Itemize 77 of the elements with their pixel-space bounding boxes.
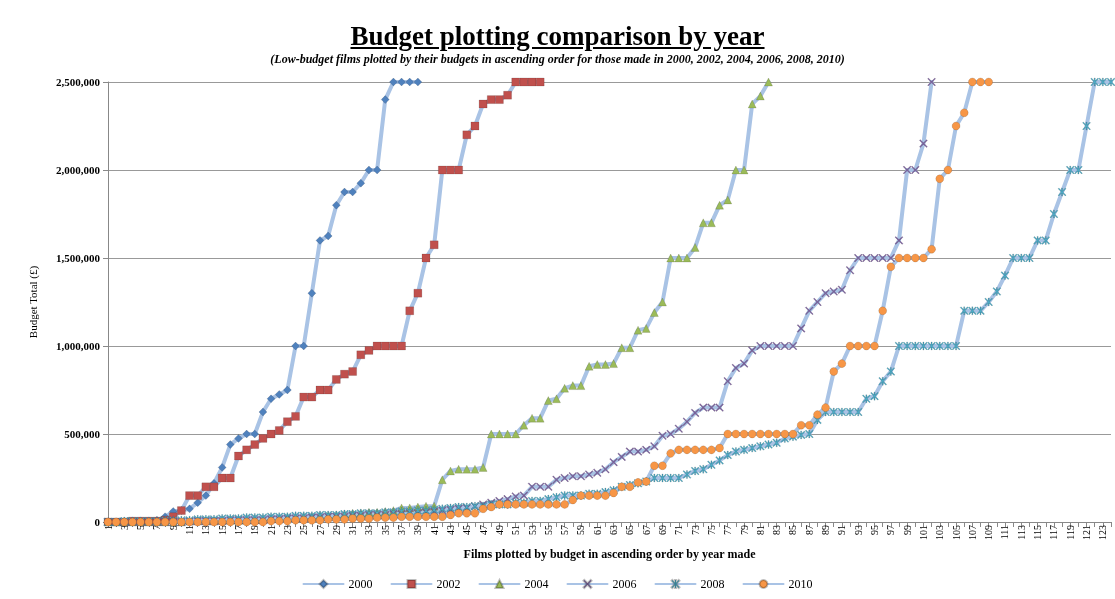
x-tick-label: 83 [771, 525, 783, 535]
x-tick-label: 1 [102, 525, 114, 530]
x-tick-label: 33 [363, 525, 375, 535]
legend-label: 2010 [788, 577, 813, 591]
chart-subtitle: (Low-budget films plotted by their budgets in ascending order for those made in 2000, 2002, 2004, 2006, 2008, 2010) [269, 52, 846, 67]
x-tick-label: 69 [657, 525, 668, 535]
legend-label: 2006 [612, 577, 637, 591]
x-tick-label: 103 [934, 525, 946, 540]
x-tick-label: 25 [298, 525, 310, 535]
x-tick-label: 111 [999, 525, 1011, 540]
x-tick-label: 61 [591, 525, 603, 535]
x-tick-label: 13 [200, 525, 212, 535]
x-tick-label: 117 [1048, 525, 1060, 540]
x-tick-label: 5 [135, 525, 147, 530]
y-tick-label: 2,500,000 [56, 76, 101, 88]
legend-label: 2004 [524, 577, 549, 591]
x-tick-label: 73 [689, 525, 701, 535]
x-tick-label: 95 [869, 525, 881, 535]
x-tick-label: 113 [1015, 525, 1027, 540]
x-tick-label: 47 [477, 525, 489, 535]
y-tick-label: 0 [94, 516, 101, 528]
x-tick-label: 31 [347, 525, 359, 535]
x-tick-label: 79 [738, 525, 750, 535]
x-tick-label: 75 [705, 525, 717, 535]
x-tick-label: 37 [396, 525, 408, 535]
x-tick-label: 57 [559, 525, 571, 535]
y-tick-label: 1,000,000 [56, 340, 101, 352]
x-tick-label: 23 [281, 525, 293, 535]
x-tick-label: 93 [852, 525, 864, 535]
x-tick-label: 115 [1032, 525, 1044, 540]
y-axis-title: Budget Total (£) [26, 265, 40, 339]
x-tick-label: 45 [461, 525, 473, 535]
x-tick-label: 53 [526, 525, 538, 535]
x-tick-label: 27 [314, 525, 326, 535]
x-tick-label: 123 [1097, 525, 1109, 540]
x-axis-title: Films plotted by budget in ascending order by year made [463, 547, 757, 561]
x-tick-label: 11 [184, 525, 196, 535]
chart-title: Budget plotting comparison by year [349, 20, 766, 52]
x-tick-label: 77 [722, 525, 734, 535]
legend-label: 2000 [348, 577, 373, 591]
x-tick-label: 87 [803, 525, 815, 535]
x-tick-label: 97 [885, 525, 897, 535]
x-tick-label: 41 [428, 525, 440, 535]
x-tick-label: 85 [787, 525, 799, 535]
x-tick-label: 29 [330, 525, 342, 535]
legend-label: 2002 [436, 577, 461, 591]
x-tick-label: 109 [983, 525, 995, 540]
x-tick-label: 89 [820, 525, 832, 535]
x-tick-label: 21 [265, 525, 277, 535]
x-tick-label: 63 [608, 525, 620, 535]
x-tick-label: 19 [249, 525, 261, 535]
x-tick-label: 67 [640, 525, 652, 535]
x-tick-label: 107 [966, 525, 978, 540]
legend-label: 2008 [700, 577, 725, 591]
x-tick-label: 7 [151, 525, 163, 530]
x-tick-label: 35 [379, 525, 391, 535]
x-tick-label: 55 [542, 525, 554, 535]
x-tick-label: 101 [917, 525, 929, 540]
x-tick-label: 17 [232, 525, 244, 535]
x-tick-label: 15 [216, 525, 228, 535]
x-tick-label: 43 [444, 525, 456, 535]
x-tick-label: 105 [950, 525, 962, 540]
x-tick-label: 59 [575, 525, 587, 535]
x-tick-label: 65 [624, 525, 636, 535]
x-tick-label: 91 [836, 525, 848, 535]
y-tick-label: 500,000 [64, 428, 101, 440]
x-tick-label: 119 [1064, 525, 1076, 540]
x-tick-label: 49 [493, 525, 505, 535]
x-tick-label: 99 [901, 525, 913, 535]
y-tick-label: 2,000,000 [56, 164, 101, 176]
x-tick-label: 71 [673, 525, 685, 535]
x-tick-label: 3 [118, 525, 130, 530]
x-tick-label: 51 [510, 525, 522, 535]
x-tick-label: 81 [754, 525, 766, 535]
y-tick-label: 1,500,000 [56, 252, 101, 264]
x-tick-label: 39 [412, 525, 424, 535]
x-tick-label: 121 [1081, 525, 1093, 540]
